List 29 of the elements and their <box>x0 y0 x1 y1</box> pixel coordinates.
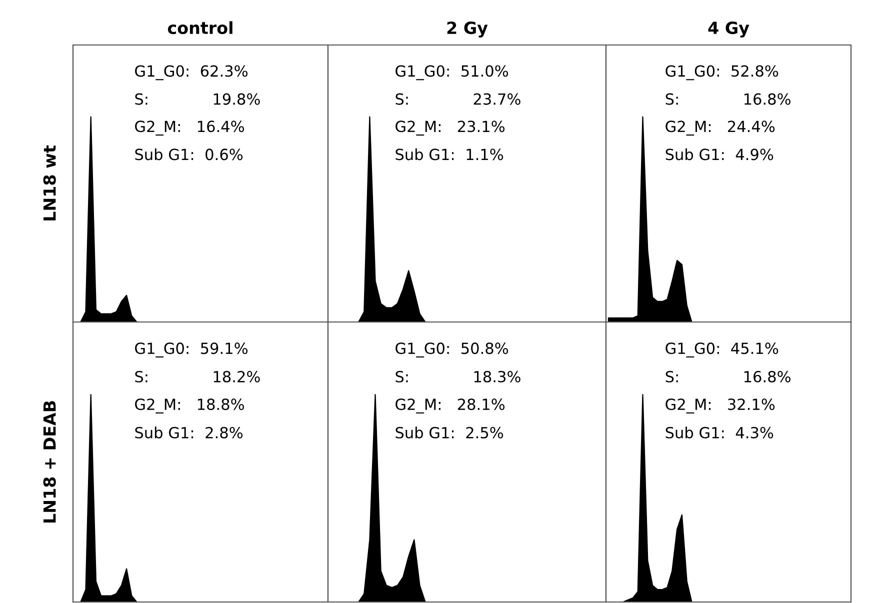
chart-title: 2 Gy <box>447 22 488 38</box>
text: S: 18.3% <box>396 370 520 382</box>
annotation: Sub G1: 2.8% <box>135 426 243 438</box>
annotation: Sub G1: 0.6% <box>135 148 243 160</box>
text: G1_G0: 52.8% <box>666 65 778 80</box>
annotation: Sub G1: 4.3% <box>666 426 774 438</box>
annotation: G2_M: 32.1% <box>666 398 775 414</box>
chart-title: control <box>168 21 232 34</box>
text: S: 23.7% <box>396 93 520 105</box>
y-axis-title: LN18 wt <box>43 145 56 220</box>
annotation: G2_M: 23.1% <box>396 120 505 136</box>
annotation: G2_M: 18.8% <box>135 398 244 414</box>
annotation: G2_M: 24.4% <box>666 120 775 136</box>
text: S: 16.8% <box>666 93 790 105</box>
text: G1_G0: 59.1% <box>135 342 248 358</box>
annotation: G2_M: 28.1% <box>396 398 505 414</box>
text: S: 19.8% <box>135 93 260 105</box>
annotation: G2_M: 16.4% <box>135 120 244 136</box>
chart-title: 4 Gy <box>708 22 750 38</box>
text: G1_G0: 62.3% <box>135 65 248 80</box>
annotation: Sub G1: 2.5% <box>396 426 504 438</box>
annotation: Sub G1: 4.9% <box>666 148 774 160</box>
annotation: Sub G1: 1.1% <box>396 148 504 160</box>
text: G1_G0: 50.8% <box>396 342 508 358</box>
text: S: 18.2% <box>135 370 260 382</box>
text: G1_G0: 45.1% <box>666 342 778 358</box>
y-axis-title: LN18 + DEAB <box>43 401 56 523</box>
text: G1_G0: 51.0% <box>396 65 508 80</box>
text: S: 16.8% <box>666 370 790 382</box>
